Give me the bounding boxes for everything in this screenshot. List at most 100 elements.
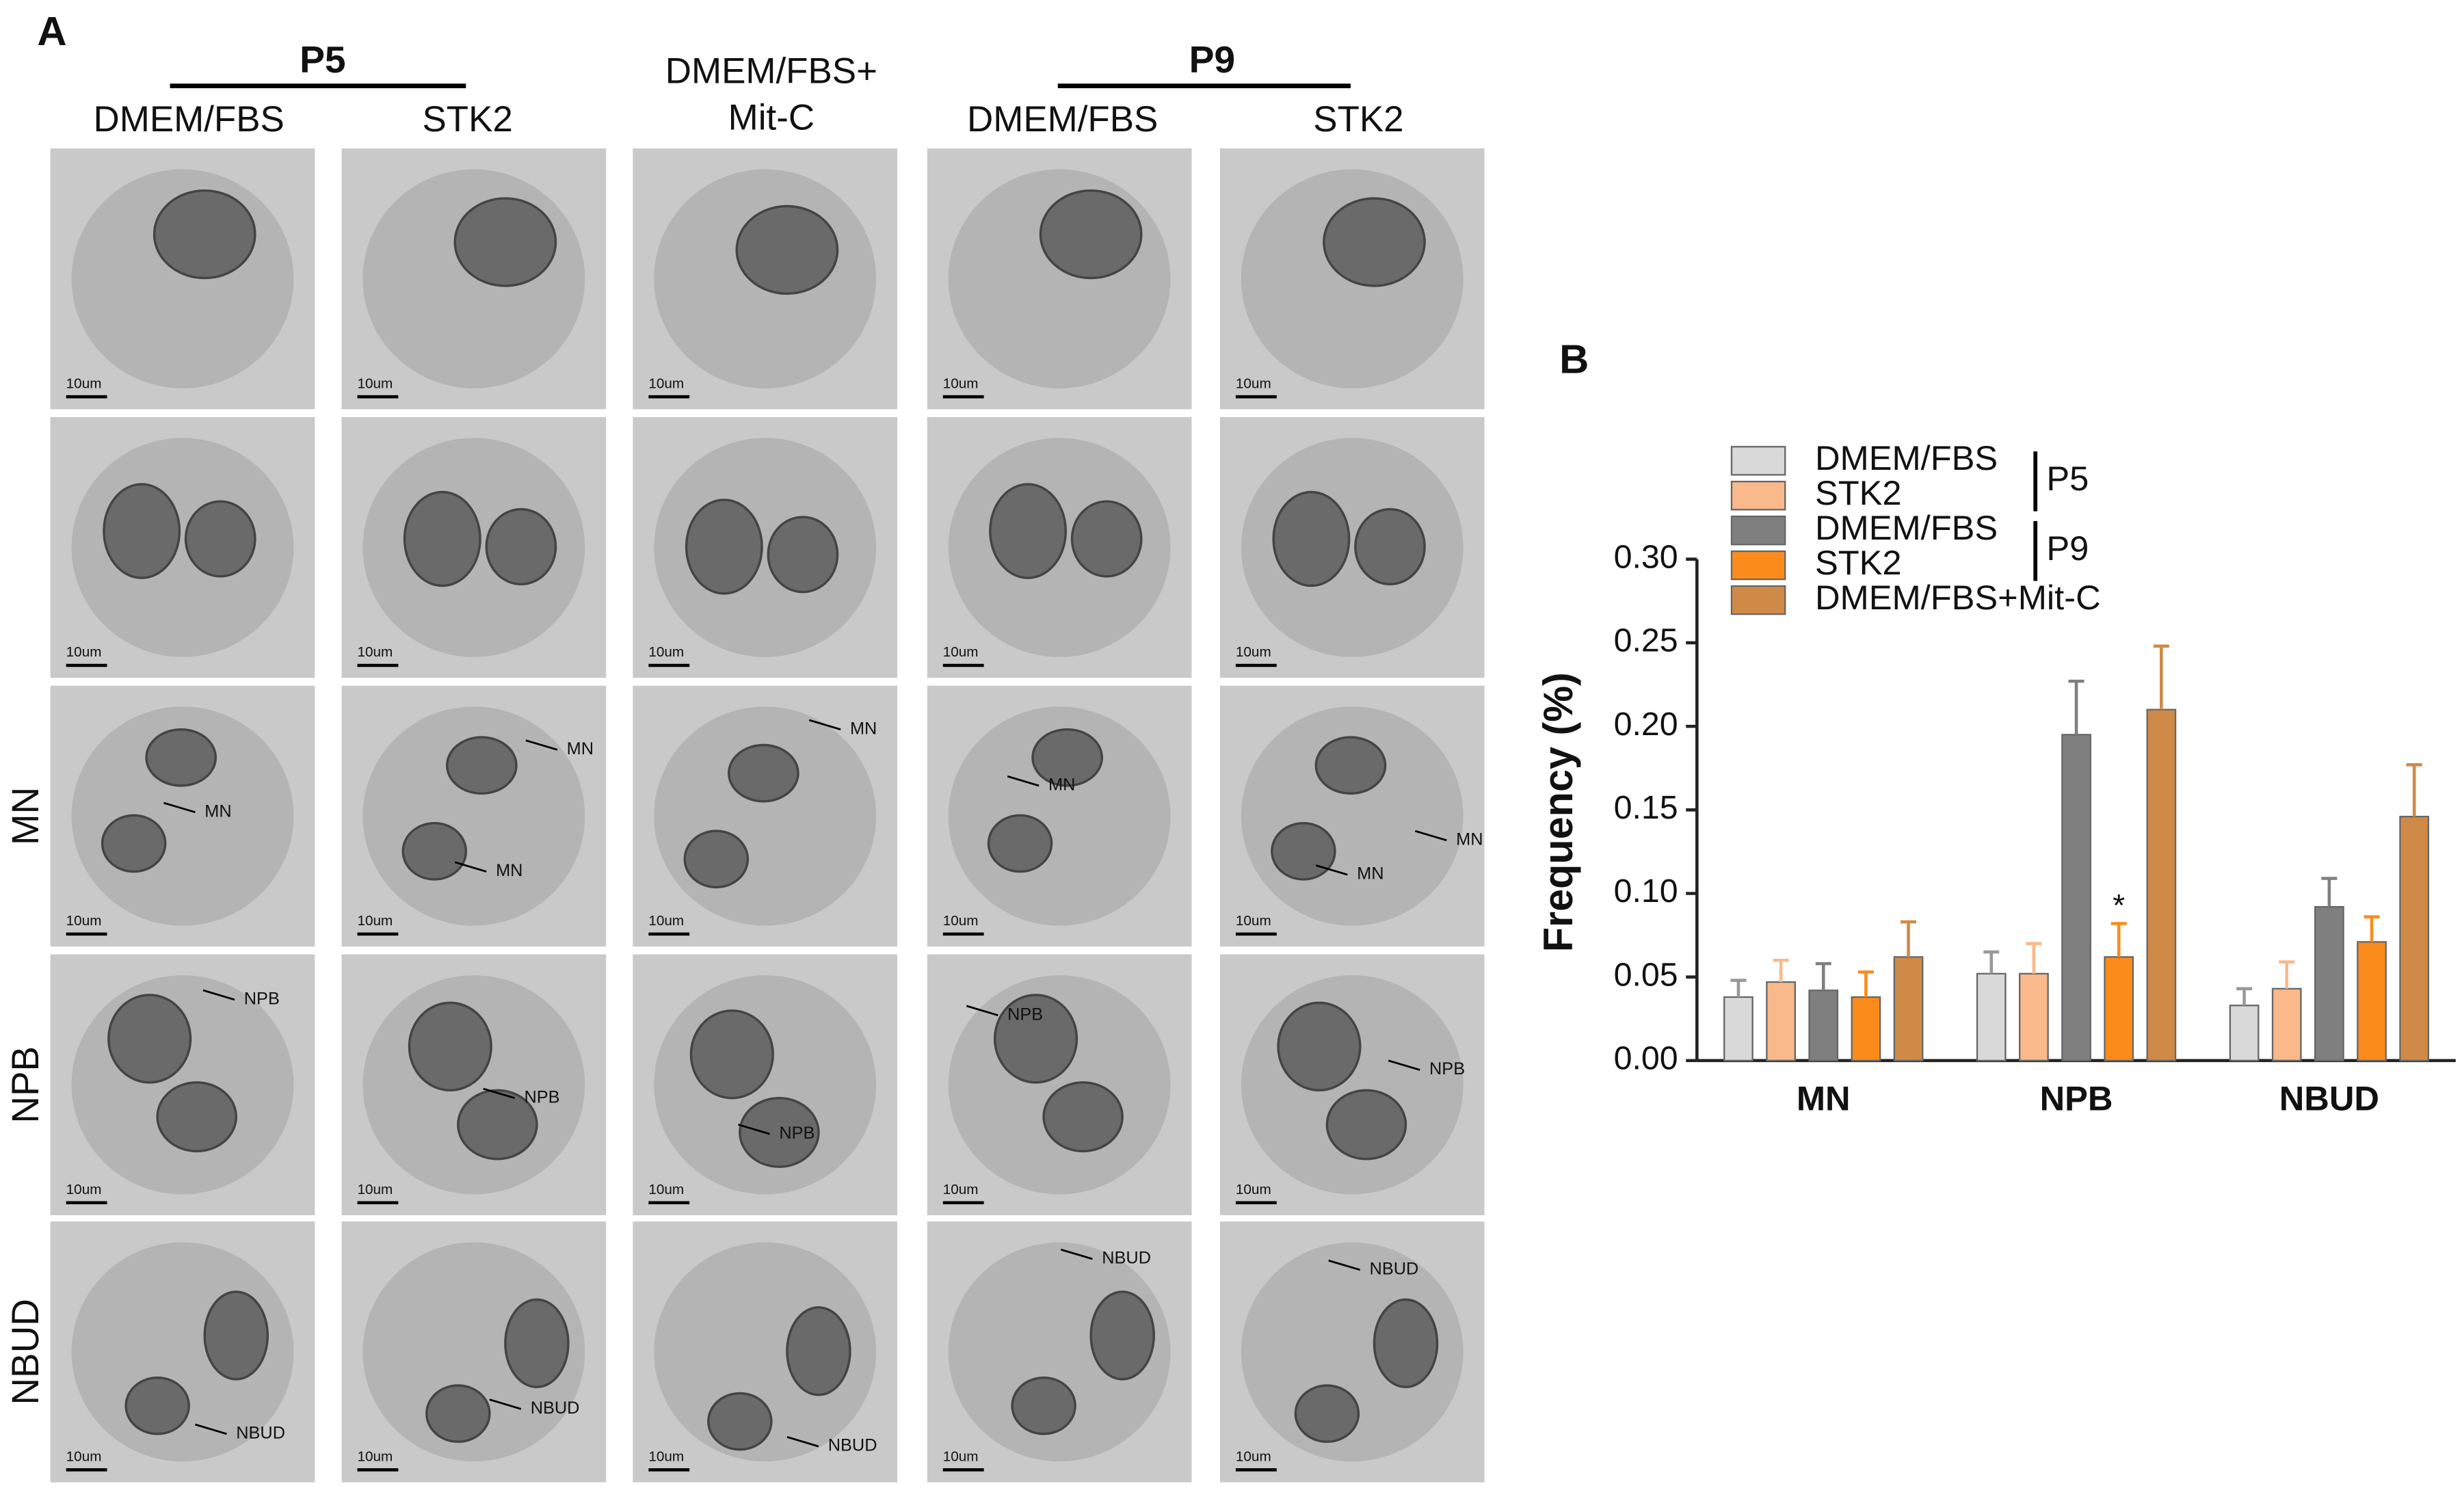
nucleus <box>401 822 468 881</box>
nucleus <box>124 1376 190 1435</box>
column-label: STK2 <box>1313 99 1403 140</box>
row-label: NPB <box>4 1046 47 1124</box>
row-label: NBUD <box>4 1299 47 1405</box>
micrograph: 10um <box>50 685 315 947</box>
micrograph: 10um <box>50 1221 315 1483</box>
micrograph: 10um <box>1219 1221 1485 1483</box>
micrograph: 10um <box>927 685 1192 947</box>
cell-annotation: NBUD <box>1370 1260 1419 1279</box>
nucleus <box>1039 189 1143 280</box>
micrograph: 10um <box>1219 148 1485 410</box>
annotation-arrow <box>1061 1248 1093 1260</box>
bar <box>1766 981 1796 1062</box>
cell-annotation: MN <box>1357 864 1384 884</box>
nucleus <box>994 994 1078 1084</box>
nucleus <box>1354 507 1426 585</box>
nucleus <box>103 483 181 579</box>
scale-bar-label: 10um <box>358 375 393 391</box>
legend-label: DMEM/FBS+Mit-C <box>1815 578 2101 617</box>
annotation-arrow <box>1315 864 1348 876</box>
scale-bar-label: 10um <box>648 1182 684 1197</box>
nucleus <box>1373 1298 1439 1388</box>
nucleus <box>728 743 799 803</box>
bar <box>1851 996 1881 1062</box>
nucleus <box>457 1089 538 1160</box>
legend-swatch <box>1730 550 1786 581</box>
micrograph: 10um <box>927 1221 1192 1483</box>
nucleus <box>987 814 1053 873</box>
scale-bar-label: 10um <box>66 1449 102 1465</box>
annotation-arrow <box>195 1423 227 1435</box>
micrograph: 10um <box>1219 685 1485 947</box>
micrograph: 10um <box>50 148 315 410</box>
cell-annotation: MN <box>204 801 231 821</box>
row-label: MN <box>4 787 47 845</box>
column-label: DMEM/FBS <box>94 99 284 140</box>
nucleus <box>767 516 839 594</box>
nucleus <box>184 500 256 578</box>
bar <box>2104 956 2134 1062</box>
annotation-arrow <box>966 1005 998 1016</box>
nucleus <box>107 994 192 1084</box>
bar <box>1808 990 1839 1062</box>
micrograph: 10um <box>1219 954 1485 1216</box>
nucleus <box>145 728 217 787</box>
y-tick-label: 0.00 <box>1614 1040 1678 1077</box>
column-label: STK2 <box>422 99 512 140</box>
group-label: P9 <box>1189 38 1236 81</box>
nucleus <box>735 204 839 295</box>
nucleus <box>1089 1290 1155 1381</box>
nucleus <box>1042 1081 1124 1153</box>
legend-group-label: P5 <box>2046 459 2089 498</box>
scale-bar-label: 10um <box>358 644 393 660</box>
nucleus <box>989 483 1068 579</box>
y-tick-label: 0.15 <box>1614 789 1678 826</box>
nucleus <box>445 736 518 795</box>
bar <box>2146 708 2177 1062</box>
annotation-arrow <box>808 719 841 730</box>
micrograph: 10um <box>341 685 607 947</box>
scale-bar-label: 10um <box>66 375 102 391</box>
scale-bar-label: 10um <box>648 644 684 660</box>
y-axis-label: Frequency (%) <box>1535 672 1581 952</box>
nucleus <box>453 197 557 287</box>
scale-bar-label: 10um <box>943 1449 979 1465</box>
scale-bar-label: 10um <box>1236 1449 1271 1465</box>
scale-bar-label: 10um <box>943 644 979 660</box>
nucleus <box>1272 490 1351 587</box>
annotation-arrow <box>786 1436 819 1448</box>
nucleus <box>153 189 256 280</box>
cell-annotation: NBUD <box>828 1436 877 1455</box>
y-tick-label: 0.05 <box>1614 957 1678 994</box>
nucleus <box>1277 1001 1362 1092</box>
micrograph: 10um <box>633 954 898 1216</box>
y-tick-label: 0.20 <box>1614 706 1678 743</box>
micrograph: 10um <box>633 148 898 410</box>
bar <box>2399 815 2430 1062</box>
micrograph: 10um <box>633 416 898 678</box>
column-label: DMEM/FBS+ Mit-C <box>665 51 877 137</box>
x-tick-label: MN <box>1797 1079 1851 1118</box>
nucleus <box>1031 728 1103 787</box>
nucleus <box>1325 1089 1407 1160</box>
legend-group-label: P9 <box>2046 529 2089 568</box>
annotation-arrow <box>738 1124 770 1135</box>
scale-bar-label: 10um <box>648 913 684 929</box>
bar <box>2271 987 2302 1062</box>
cell-cytoplasm <box>654 438 877 657</box>
bar <box>2314 905 2344 1062</box>
micrograph: 10um <box>341 148 607 410</box>
annotation-arrow <box>163 801 196 814</box>
scale-bar-label: 10um <box>1236 644 1271 660</box>
annotation-arrow <box>1414 830 1447 842</box>
cell-cytoplasm <box>654 1242 877 1462</box>
group-label: P5 <box>300 38 346 81</box>
nucleus <box>739 1097 820 1168</box>
annotation-arrow <box>1328 1259 1361 1271</box>
cell-annotation: NPB <box>524 1087 559 1106</box>
bar <box>2061 734 2091 1062</box>
nucleus <box>425 1384 491 1443</box>
nucleus <box>101 814 167 873</box>
scale-bar-label: 10um <box>358 913 393 929</box>
scale-bar-label: 10um <box>358 1182 393 1197</box>
